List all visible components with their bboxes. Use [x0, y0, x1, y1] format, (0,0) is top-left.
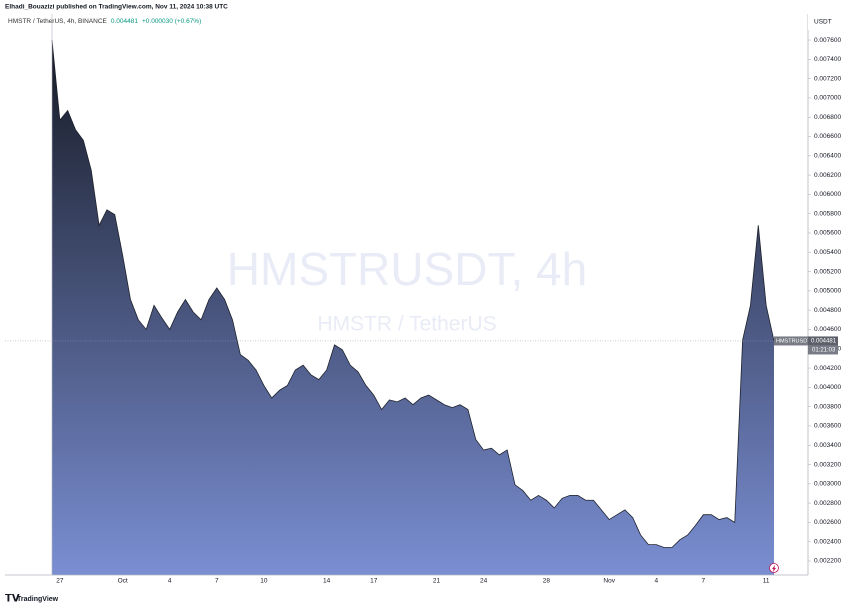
y-tick-label: 0.003600 — [814, 423, 841, 430]
x-tick-label: 17 — [370, 578, 378, 585]
watermark: HMSTRUSDT, 4h — [227, 243, 587, 295]
y-tick-label: 0.004200 — [814, 365, 841, 372]
y-tick-label: 0.002800 — [814, 500, 841, 507]
y-tick-label: 0.007200 — [814, 75, 841, 82]
y-tick-label: 0.006200 — [814, 172, 841, 179]
y-tick-label: 0.005400 — [814, 249, 841, 256]
x-tick-label: 11 — [763, 578, 770, 585]
watermark-subtitle: HMSTR / TetherUS — [317, 313, 496, 336]
y-tick-label: 0.003800 — [814, 403, 841, 410]
x-tick-label: 21 — [433, 578, 441, 585]
y-tick-label: 0.005800 — [814, 210, 841, 217]
y-tick-label: 0.003200 — [814, 461, 841, 468]
y-tick-label: 0.002400 — [814, 538, 841, 545]
x-tick-label: 7 — [215, 578, 219, 585]
y-tick-label: 0.003000 — [814, 481, 841, 488]
y-tick-label: 0.007600 — [814, 37, 841, 44]
y-tick-label: 0.005600 — [814, 230, 841, 237]
symbol-info: HMSTR / TetherUS, 4h, BINANCE — [8, 18, 108, 25]
plot — [51, 14, 775, 576]
x-tick-label: 28 — [543, 578, 551, 585]
y-tick-label: 0.005200 — [814, 268, 841, 275]
y-tick-label: 0.004000 — [814, 384, 841, 391]
y-tick-label: 0.006800 — [814, 114, 841, 121]
area — [52, 40, 774, 576]
last-price: 0.004481 — [111, 18, 138, 25]
price-tag-label: 0.004481 — [811, 339, 837, 345]
y-tick-label: 0.004800 — [814, 307, 841, 314]
y-tick-label: 0.007000 — [814, 95, 841, 102]
publisher: Elhadi_Bouazizi published on TradingView… — [5, 4, 228, 11]
y-tick-label: 0.007400 — [814, 56, 841, 63]
footer-brand: TradingView — [17, 596, 59, 603]
price-change: +0.000030 (+0.67%) — [142, 18, 201, 25]
x-tick-label: 27 — [56, 578, 64, 585]
y-tick-label: 0.006000 — [814, 191, 841, 198]
line — [51, 40, 775, 548]
y-tick-label: 0.005000 — [814, 288, 841, 295]
x-tick-label: 7 — [702, 578, 706, 585]
x-tick-label: Nov — [603, 578, 615, 585]
symbol-tag-label: HMSTRUSDT — [776, 338, 811, 344]
countdown: 01:21:03 — [812, 348, 836, 354]
price-tag — [808, 336, 838, 346]
unit-box — [808, 14, 850, 30]
y-tick-label: 0.002600 — [814, 519, 841, 526]
y-tick-label: 0.002200 — [814, 558, 841, 565]
x-tick-label: 14 — [323, 578, 331, 585]
countdown-box — [808, 345, 838, 355]
x-tick-label: Oct — [118, 578, 128, 585]
x-tick-label: 10 — [260, 578, 268, 585]
x-tick-label: 24 — [480, 578, 488, 585]
y-tick-label: 0.003400 — [814, 442, 841, 449]
unit-label: USDT — [814, 19, 832, 26]
x-tick-label: 4 — [654, 578, 658, 585]
y-tick-label: 0.004600 — [814, 326, 841, 333]
symbol-line: HMSTR / TetherUS, 4h, BINANCE 0.004481 +0.… — [8, 18, 201, 25]
y-tick-label: 0.006600 — [814, 133, 841, 140]
event-bolt — [772, 565, 776, 572]
symbol-tag — [774, 336, 808, 346]
x-tick-label: 4 — [168, 578, 172, 585]
y-tick-label: 0.006400 — [814, 153, 841, 160]
tv-logo-mark: 𝗧𝗩 — [5, 594, 20, 605]
